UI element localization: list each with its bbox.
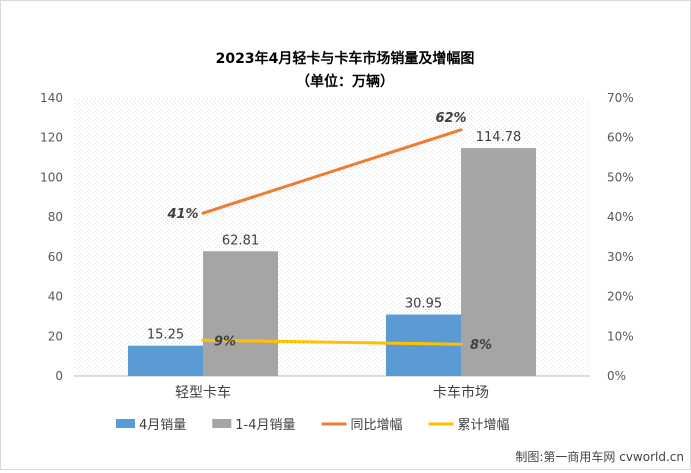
right-tick-label: 50%: [607, 170, 634, 184]
legend-label: 1-4月销量: [235, 418, 295, 433]
left-tick-label: 0: [55, 369, 63, 383]
line-0: [201, 128, 463, 215]
right-tick-label: 70%: [607, 91, 634, 105]
line-1: [201, 338, 463, 346]
bar-value-label: 15.25: [147, 328, 184, 343]
legend-swatch: [212, 419, 232, 428]
left-tick-label: 80: [48, 210, 63, 224]
line-value-label: 62%: [435, 111, 466, 126]
chart-title: 2023年4月轻卡与卡车市场销量及增幅图: [216, 50, 475, 67]
line-value-label: 41%: [166, 207, 198, 222]
bar-0-0: [128, 345, 203, 376]
left-tick-label: 100: [40, 170, 63, 184]
category-labels: 轻型卡车 卡车市场: [175, 384, 489, 401]
right-axis-ticks: 0% 10% 20% 30% 40% 50% 60% 70%: [607, 91, 634, 383]
category-label: 卡车市场: [433, 384, 489, 401]
left-tick-label: 60: [48, 250, 63, 264]
bars: [128, 148, 536, 376]
bar-1-0: [203, 251, 278, 376]
bar-value-label: 30.95: [405, 297, 442, 312]
right-tick-label: 40%: [607, 210, 634, 224]
chart-subtitle: （单位：万辆）: [296, 73, 394, 90]
data-labels: 15.25 30.95 62.81 114.78 41% 62% 9% 8%: [147, 111, 521, 353]
left-tick-label: 20: [48, 329, 63, 343]
legend-label: 同比增幅: [351, 418, 403, 433]
bar-value-label: 62.81: [222, 233, 259, 248]
legend-label: 4月销量: [139, 418, 186, 433]
line-value-label: 8%: [470, 338, 492, 353]
left-tick-label: 40: [48, 290, 63, 304]
left-tick-label: 140: [40, 91, 63, 105]
left-axis-ticks: 0 20 40 60 80 100 120 140: [40, 91, 63, 383]
legend: 4月销量 1-4月销量 同比增幅 累计增幅: [116, 418, 510, 433]
legend-swatch: [116, 419, 135, 428]
line-value-label: 9%: [214, 334, 236, 349]
right-tick-label: 20%: [607, 290, 634, 304]
right-tick-label: 60%: [607, 131, 634, 145]
watermark: 制图:第一商用车网 cvworld.cn: [515, 449, 684, 464]
bar-1-1: [461, 148, 536, 376]
right-tick-label: 10%: [607, 329, 634, 343]
right-tick-label: 30%: [607, 250, 634, 264]
legend-label: 累计增幅: [458, 418, 510, 433]
category-label: 轻型卡车: [175, 384, 231, 401]
left-tick-label: 120: [40, 131, 63, 145]
right-tick-label: 0%: [607, 369, 626, 383]
bar-value-label: 114.78: [476, 130, 522, 145]
lines: [201, 128, 463, 346]
